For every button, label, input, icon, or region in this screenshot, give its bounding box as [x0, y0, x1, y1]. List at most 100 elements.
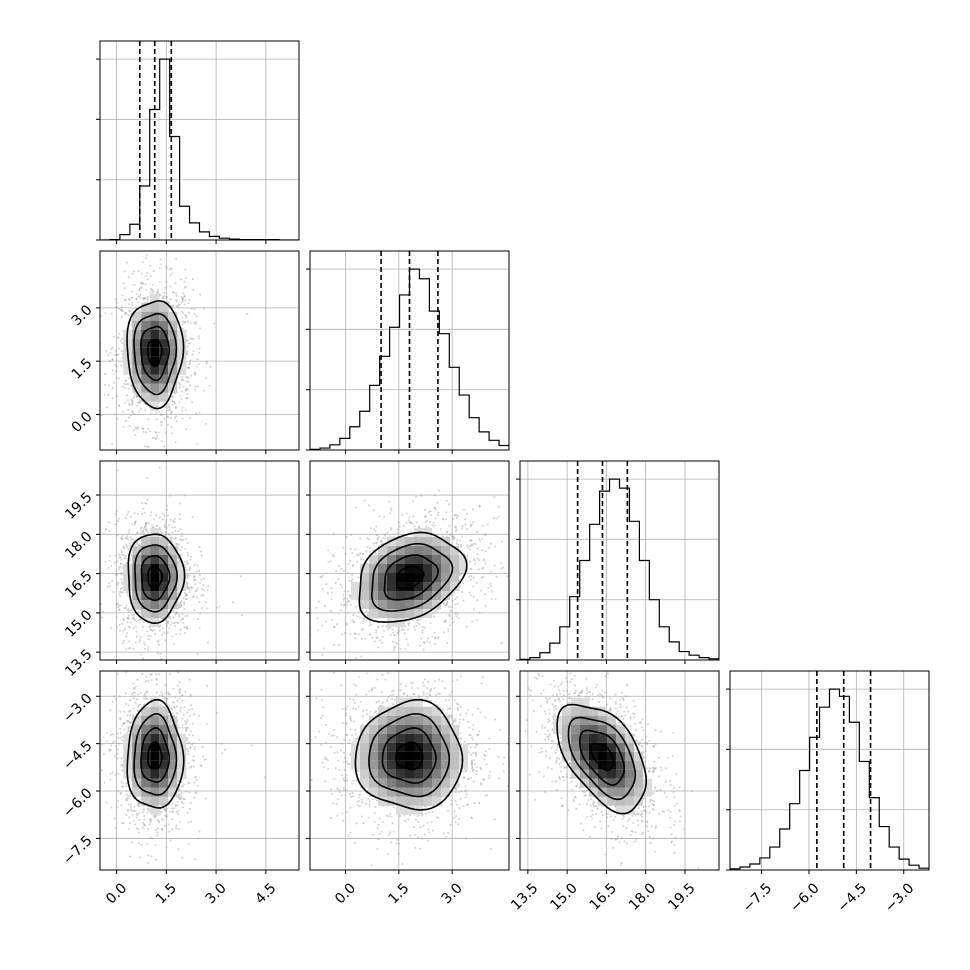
sample-point — [116, 581, 119, 584]
sample-point — [184, 595, 187, 598]
sample-point — [179, 798, 182, 801]
sample-point — [343, 597, 346, 600]
sample-point — [129, 515, 132, 518]
sample-point — [474, 559, 476, 562]
sample-point — [466, 544, 469, 547]
density-cell — [177, 347, 187, 357]
sample-point — [351, 578, 354, 581]
sample-point — [179, 619, 182, 622]
sample-point — [474, 562, 477, 565]
sample-point — [453, 537, 456, 540]
sample-point — [189, 321, 192, 324]
sample-point — [117, 336, 120, 339]
sample-point — [165, 518, 168, 521]
sample-point — [396, 631, 399, 634]
sample-point — [124, 298, 127, 301]
sample-point — [173, 621, 176, 624]
sample-point — [184, 320, 187, 323]
sample-point — [129, 385, 132, 388]
sample-point — [186, 627, 189, 630]
density-cell — [432, 600, 441, 610]
sample-point — [480, 567, 483, 570]
sample-point — [128, 309, 131, 312]
sample-point — [155, 412, 158, 414]
density-cell — [432, 582, 441, 592]
sample-point — [185, 625, 188, 628]
density-cell — [150, 338, 160, 348]
sample-point — [466, 512, 468, 515]
sample-point — [107, 521, 110, 524]
sample-point — [141, 281, 144, 284]
density-cell — [141, 582, 151, 592]
sample-point — [495, 575, 498, 578]
sample-point — [377, 625, 380, 628]
sample-point — [174, 537, 177, 540]
sample-point — [344, 552, 347, 555]
density-cell — [423, 582, 432, 592]
sample-point — [192, 350, 195, 353]
sample-point — [444, 619, 447, 622]
sample-point — [446, 601, 448, 604]
sample-point — [153, 629, 156, 631]
sample-point — [182, 621, 185, 624]
sample-point — [108, 749, 111, 752]
sample-point — [448, 613, 451, 616]
sample-point — [187, 320, 189, 323]
sample-point — [139, 294, 142, 296]
sample-point — [436, 501, 439, 504]
sample-point — [134, 427, 137, 430]
sample-point — [177, 556, 180, 559]
sample-point — [189, 361, 192, 364]
sample-point — [388, 535, 391, 538]
sample-point — [160, 413, 163, 416]
sample-point — [452, 621, 454, 624]
sample-point — [161, 617, 164, 620]
sample-point — [352, 614, 355, 617]
sample-point — [186, 542, 189, 544]
sample-point — [398, 525, 401, 528]
sample-point — [353, 620, 356, 623]
sample-point — [462, 582, 464, 585]
sample-point — [186, 552, 189, 554]
sample-point — [120, 578, 123, 581]
sample-point — [153, 437, 156, 440]
sample-point — [129, 559, 132, 562]
sample-point — [394, 641, 397, 644]
sample-point — [130, 457, 132, 459]
sample-point — [115, 353, 118, 356]
sample-point — [373, 640, 376, 643]
sample-point — [178, 303, 181, 306]
sample-point — [184, 409, 187, 411]
sample-point — [141, 625, 144, 628]
sample-point — [422, 640, 425, 643]
sample-point — [490, 570, 493, 573]
sample-point — [133, 412, 136, 415]
sample-point — [190, 586, 193, 588]
sample-point — [122, 425, 125, 428]
sample-point — [179, 528, 182, 531]
density-cell — [414, 573, 423, 583]
sample-point — [181, 317, 184, 320]
sample-point — [469, 539, 472, 542]
sample-point — [176, 544, 179, 547]
contour-1 — [126, 300, 185, 410]
sample-point — [136, 404, 139, 407]
sample-point — [194, 583, 196, 586]
sample-point — [429, 510, 432, 513]
sample-point — [170, 267, 173, 270]
sample-point — [191, 587, 194, 590]
sample-point — [180, 535, 183, 538]
sample-point — [128, 542, 131, 545]
sample-point — [102, 610, 105, 613]
sample-point — [183, 632, 186, 634]
density-cell — [150, 600, 160, 610]
sample-point — [246, 312, 249, 315]
sample-point — [182, 379, 185, 382]
sample-point — [165, 504, 168, 507]
sample-point — [423, 642, 426, 645]
sample-point — [138, 410, 140, 413]
sample-point — [199, 582, 201, 584]
sample-point — [500, 562, 503, 564]
sample-point — [185, 790, 187, 793]
sample-point — [437, 636, 440, 639]
